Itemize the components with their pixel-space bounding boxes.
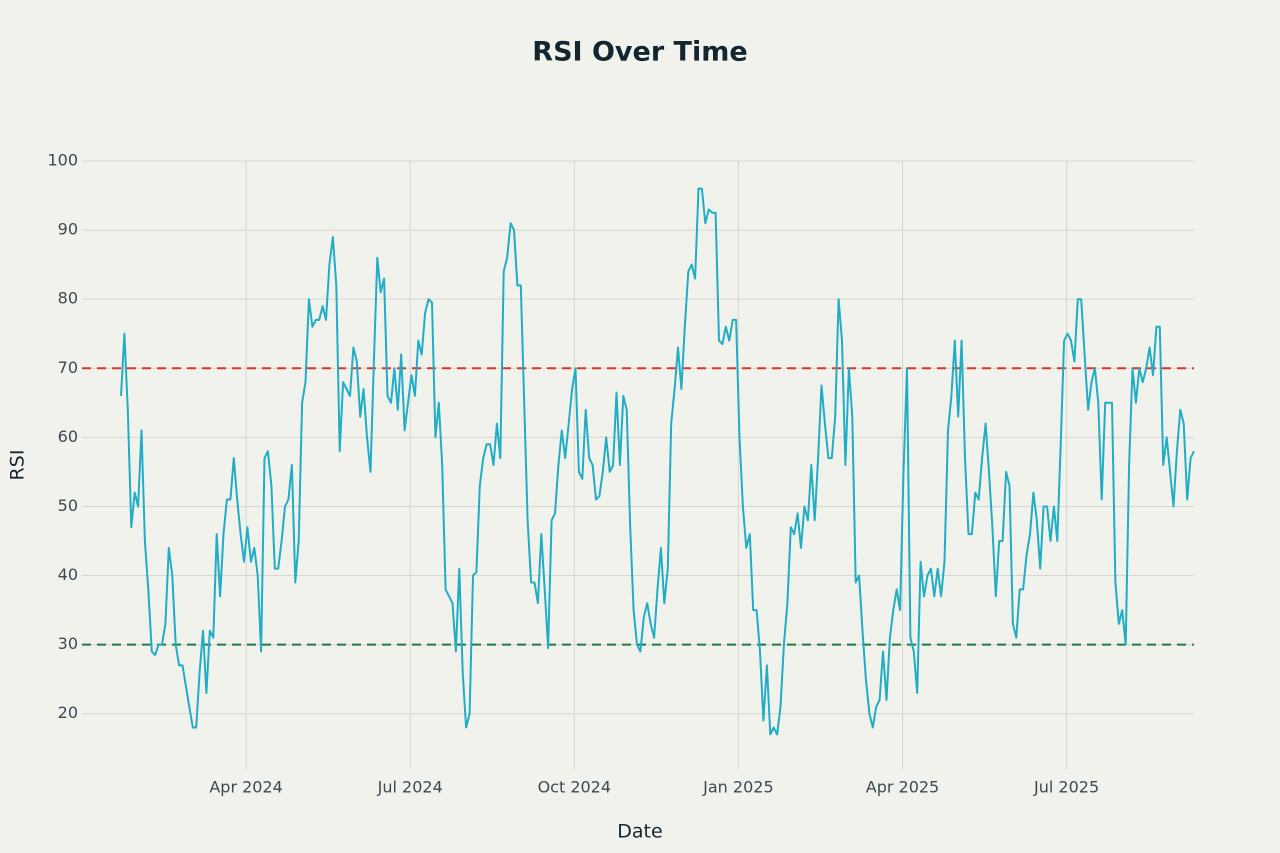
rsi-line: [120, 187, 1195, 736]
y-tick-label: 70: [58, 358, 78, 377]
y-tick-label: 30: [58, 634, 78, 653]
y-tick-label: 100: [47, 151, 78, 170]
x-tick-label: Jan 2025: [702, 778, 773, 797]
y-tick-label: 40: [58, 565, 78, 584]
x-tick-label: Apr 2025: [866, 778, 939, 797]
y-tick-label: 50: [58, 496, 78, 515]
x-tick-label: Jul 2025: [1033, 778, 1099, 797]
y-axis-label: RSI: [7, 450, 29, 481]
y-tick-label: 20: [58, 703, 78, 722]
y-tick-label: 60: [58, 427, 78, 446]
x-tick-label: Jul 2024: [377, 778, 443, 797]
x-tick-label: Apr 2024: [209, 778, 282, 797]
y-tick-label: 90: [58, 220, 78, 239]
chart-title: RSI Over Time: [532, 37, 747, 68]
x-axis-label: Date: [617, 821, 662, 843]
y-tick-label: 80: [58, 289, 78, 308]
x-tick-label: Oct 2024: [538, 778, 611, 797]
